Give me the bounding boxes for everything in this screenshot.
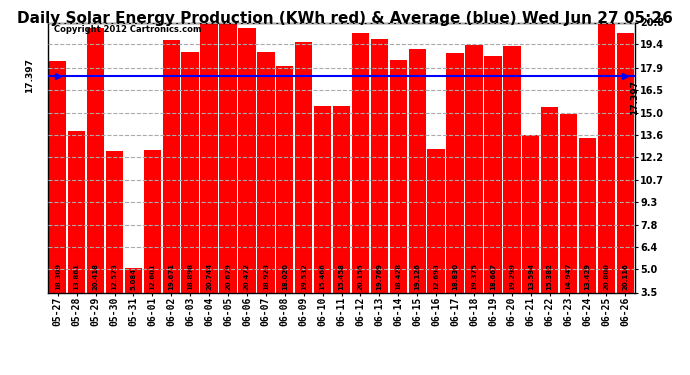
Text: 18.923: 18.923	[263, 263, 269, 290]
Text: 20.418: 20.418	[92, 263, 99, 290]
Text: 17.397: 17.397	[25, 58, 34, 93]
Bar	[49, 62, 66, 292]
Text: 19.299: 19.299	[509, 263, 515, 290]
Bar	[390, 60, 407, 292]
Text: 19.532: 19.532	[301, 263, 307, 290]
Bar	[333, 106, 351, 292]
Bar	[352, 33, 369, 292]
Bar	[181, 52, 199, 292]
Bar	[598, 22, 615, 292]
Text: 13.861: 13.861	[74, 263, 79, 290]
Bar	[125, 268, 142, 292]
Bar	[144, 150, 161, 292]
Bar	[579, 138, 596, 292]
Bar	[295, 42, 313, 292]
Bar	[200, 23, 218, 292]
Text: 5.084: 5.084	[130, 268, 137, 290]
Bar	[522, 135, 540, 292]
Bar	[87, 28, 104, 292]
Text: 15.458: 15.458	[339, 263, 344, 290]
Text: 18.898: 18.898	[187, 263, 193, 290]
Text: 13.429: 13.429	[584, 263, 591, 290]
Bar	[276, 66, 293, 292]
Text: 20.800: 20.800	[604, 263, 609, 290]
Text: 20.679: 20.679	[225, 263, 231, 290]
Bar	[219, 24, 237, 293]
Text: Daily Solar Energy Production (KWh red) & Average (blue) Wed Jun 27 05:26: Daily Solar Energy Production (KWh red) …	[17, 11, 673, 26]
Text: 15.382: 15.382	[546, 263, 553, 290]
Text: 13.594: 13.594	[528, 263, 534, 290]
Text: 19.375: 19.375	[471, 263, 477, 290]
Bar	[106, 151, 124, 292]
Text: 20.155: 20.155	[357, 263, 364, 290]
Text: 18.667: 18.667	[490, 263, 496, 290]
Bar	[465, 45, 483, 292]
Bar	[560, 114, 578, 292]
Text: 18.309: 18.309	[55, 263, 61, 290]
Bar	[371, 39, 388, 292]
Bar	[257, 52, 275, 292]
Bar	[617, 33, 634, 292]
Bar	[427, 149, 445, 292]
Text: 14.947: 14.947	[566, 263, 571, 290]
Text: 19.769: 19.769	[376, 263, 382, 290]
Bar	[503, 46, 520, 292]
Bar	[484, 56, 502, 292]
Text: 15.466: 15.466	[319, 263, 326, 290]
Text: 18.428: 18.428	[395, 263, 402, 290]
Text: 12.601: 12.601	[149, 263, 155, 290]
Text: 19.671: 19.671	[168, 263, 175, 290]
Text: Copyright 2012 Cartronics.com: Copyright 2012 Cartronics.com	[55, 25, 201, 34]
Bar	[541, 107, 558, 292]
Text: 18.830: 18.830	[452, 263, 458, 290]
Text: 20.116: 20.116	[622, 263, 629, 290]
Text: 19.126: 19.126	[414, 263, 420, 290]
Text: 18.020: 18.020	[282, 263, 288, 290]
Text: 20.472: 20.472	[244, 263, 250, 290]
Bar	[68, 131, 86, 292]
Bar	[446, 53, 464, 292]
Bar	[163, 40, 180, 292]
Text: 20.744: 20.744	[206, 263, 212, 290]
Bar	[408, 49, 426, 292]
Text: 17.397: 17.397	[630, 80, 640, 115]
Text: 12.693: 12.693	[433, 263, 439, 290]
Bar	[314, 106, 331, 292]
Text: 12.573: 12.573	[112, 263, 117, 290]
Bar	[238, 28, 256, 292]
